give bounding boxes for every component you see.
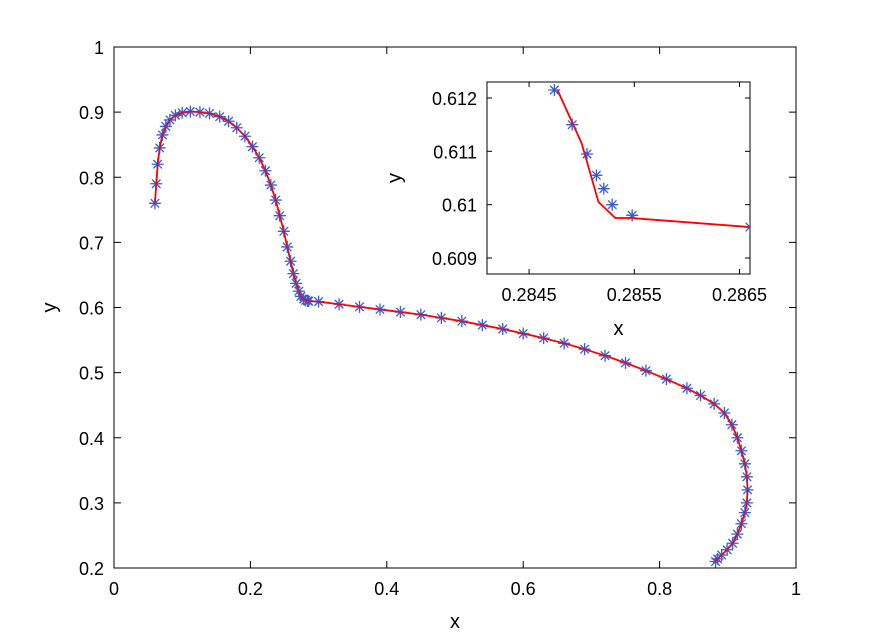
inset-y-axis-label: y bbox=[384, 173, 406, 183]
inset-x-tick-label: 0.2855 bbox=[607, 285, 662, 305]
inset-y-tick-label: 0.612 bbox=[432, 89, 477, 109]
main-y-tick-label: 0.9 bbox=[79, 103, 104, 123]
main-y-tick-label: 0.2 bbox=[79, 559, 104, 579]
inset-x-tick-label: 0.2845 bbox=[502, 285, 557, 305]
inset-y-ticks: 0.609 0.61 0.611 0.612 bbox=[432, 89, 750, 269]
inset-series bbox=[548, 84, 750, 234]
main-x-tick-label: 0.2 bbox=[238, 579, 263, 599]
main-y-tick-label: 0.7 bbox=[79, 233, 104, 253]
inset-x-ticks: 0.2845 0.2855 0.2865 bbox=[502, 82, 767, 305]
inset-data-point bbox=[566, 118, 579, 131]
inset-data-point bbox=[580, 148, 593, 160]
main-y-ticks: 0.2 0.3 0.4 0.5 0.6 0.7 0.8 0.9 1 bbox=[79, 38, 796, 579]
inset-axes: 0.2845 0.2855 0.2865 0.609 0.61 0.611 0.612 x… bbox=[384, 81, 767, 340]
main-x-axis-label: x bbox=[450, 611, 460, 633]
main-series-line-overlay bbox=[154, 110, 749, 562]
main-x-tick-label: 0.8 bbox=[647, 579, 672, 599]
inset-y-tick-label: 0.61 bbox=[442, 196, 477, 216]
main-y-tick-label: 0.5 bbox=[79, 364, 104, 384]
main-y-tick-label: 0.8 bbox=[79, 168, 104, 188]
inset-plot-frame bbox=[486, 81, 751, 275]
main-x-tick-label: 1 bbox=[791, 579, 801, 599]
main-series bbox=[148, 105, 754, 568]
main-x-ticks: 0 0.2 0.4 0.6 0.8 1 bbox=[109, 47, 801, 599]
inset-y-tick-label: 0.611 bbox=[433, 142, 477, 162]
inset-data-point bbox=[626, 209, 639, 222]
main-y-tick-label: 1 bbox=[94, 38, 104, 58]
inset-data-point bbox=[597, 182, 610, 195]
inset-data-point bbox=[548, 84, 561, 96]
main-x-tick-label: 0 bbox=[109, 579, 119, 599]
main-y-axis-label: y bbox=[39, 303, 61, 313]
main-y-tick-label: 0.6 bbox=[79, 299, 104, 319]
inset-y-tick-label: 0.609 bbox=[432, 249, 477, 269]
inset-data-point bbox=[590, 169, 603, 182]
inset-data-point bbox=[606, 198, 619, 211]
main-x-tick-label: 0.6 bbox=[511, 579, 536, 599]
inset-x-axis-label: x bbox=[614, 318, 624, 340]
inset-x-tick-label: 0.2865 bbox=[712, 285, 767, 305]
inset-series-line-overlay bbox=[556, 89, 750, 228]
main-x-tick-label: 0.4 bbox=[374, 579, 399, 599]
main-y-tick-label: 0.3 bbox=[79, 494, 104, 514]
main-y-tick-label: 0.4 bbox=[79, 429, 104, 449]
